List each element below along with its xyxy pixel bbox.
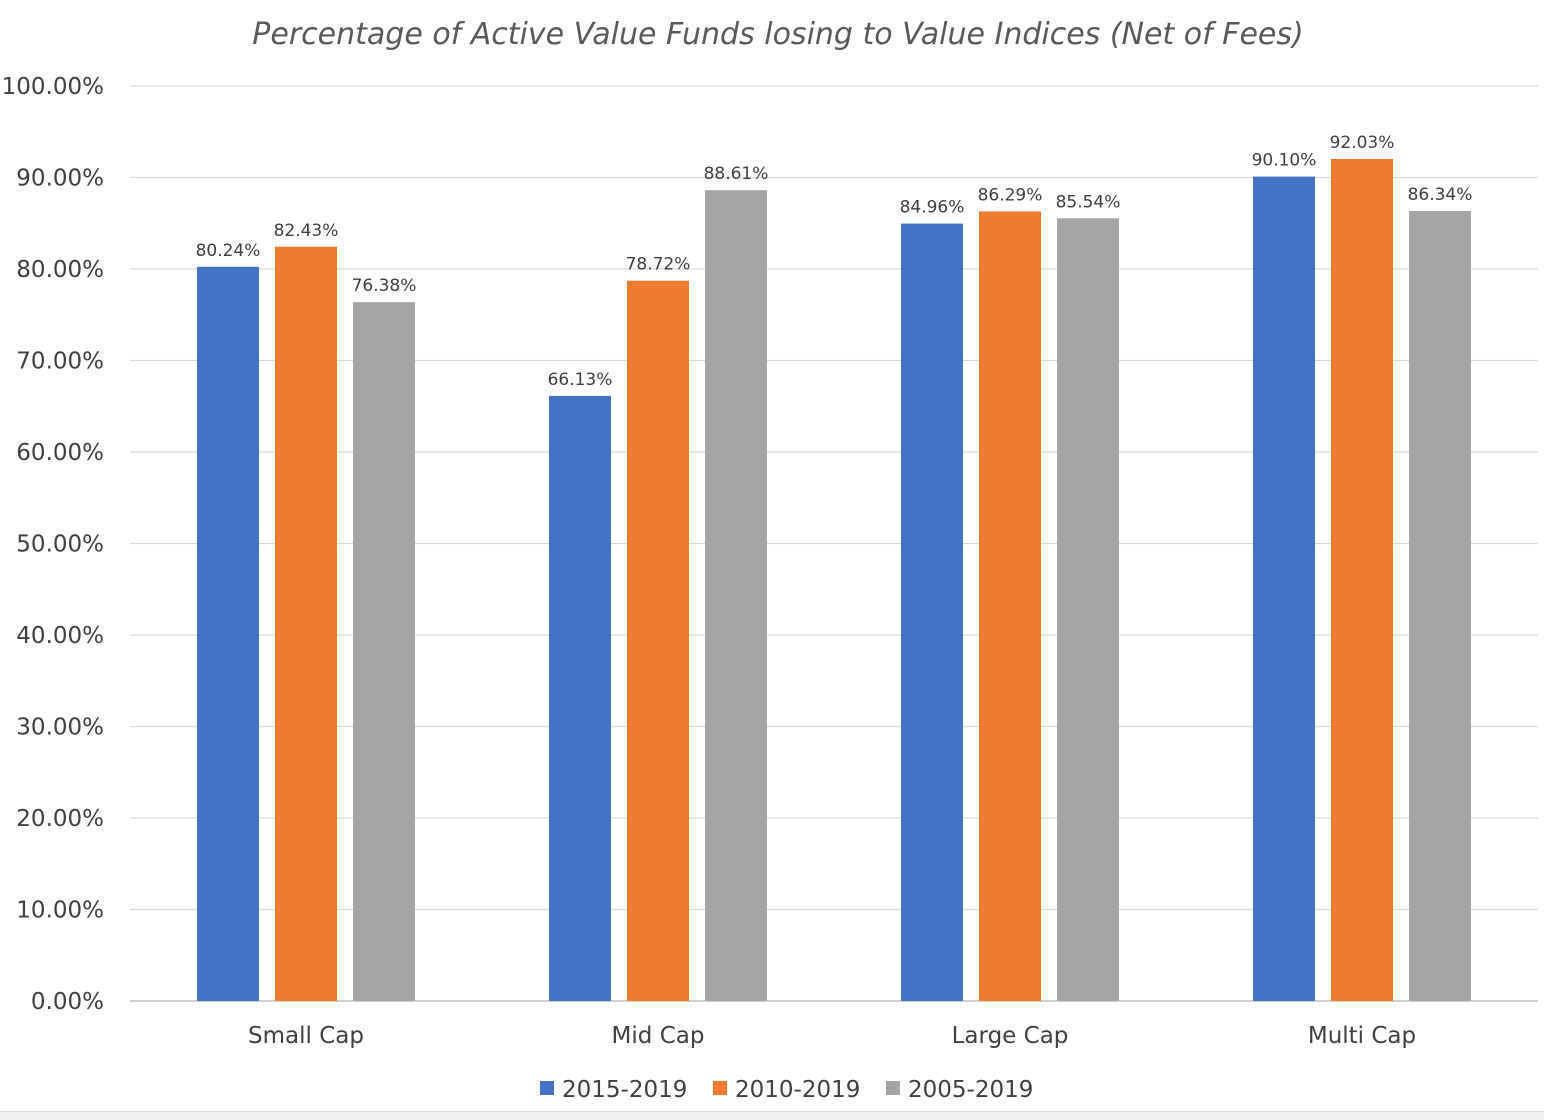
x-tick-label: Mid Cap bbox=[612, 1023, 705, 1049]
bar-small-cap-2015-2019 bbox=[197, 266, 259, 1002]
data-labels: 80.24% 82.43% 76.38% 66.13% 78.72% 88.61% 84.9… bbox=[196, 133, 1473, 390]
y-tick-label: 50.00% bbox=[16, 532, 104, 558]
y-axis-ticks: 0.00% 10.00% 20.00% 30.00% 40.00% 50.00% 60.00… bbox=[2, 74, 104, 1015]
legend-label: 2015-2019 bbox=[562, 1077, 687, 1103]
y-tick-label: 80.00% bbox=[16, 257, 104, 283]
bar-large-cap-2010-2019 bbox=[979, 211, 1041, 1001]
legend-label: 2005-2019 bbox=[908, 1077, 1033, 1103]
data-label: 78.72% bbox=[626, 255, 691, 275]
data-label: 80.24% bbox=[196, 241, 261, 261]
data-label: 82.43% bbox=[274, 221, 339, 241]
x-tick-label: Multi Cap bbox=[1308, 1023, 1416, 1049]
y-tick-label: 0.00% bbox=[31, 989, 104, 1015]
bar-multi-cap-2015-2019 bbox=[1253, 176, 1315, 1001]
bar-large-cap-2005-2019 bbox=[1057, 218, 1119, 1001]
x-axis-ticks: Small Cap Mid Cap Large Cap Multi Cap bbox=[248, 1023, 1416, 1049]
y-tick-label: 30.00% bbox=[16, 715, 104, 741]
x-tick-label: Small Cap bbox=[248, 1023, 364, 1049]
bar-multi-cap-2010-2019 bbox=[1331, 158, 1393, 1001]
y-tick-label: 70.00% bbox=[16, 349, 104, 375]
data-label: 90.10% bbox=[1252, 151, 1317, 171]
y-tick-label: 100.00% bbox=[2, 74, 104, 100]
y-tick-label: 10.00% bbox=[16, 898, 104, 924]
data-label: 86.29% bbox=[978, 185, 1043, 205]
legend: 2015-2019 2010-2019 2005-2019 bbox=[540, 1077, 1033, 1103]
y-tick-label: 40.00% bbox=[16, 623, 104, 649]
x-tick-label: Large Cap bbox=[952, 1023, 1069, 1049]
legend-label: 2010-2019 bbox=[735, 1077, 860, 1103]
bar-mid-cap-2015-2019 bbox=[549, 395, 611, 1001]
data-label: 88.61% bbox=[704, 164, 769, 184]
gridlines bbox=[130, 85, 1538, 1002]
bar-multi-cap-2005-2019 bbox=[1409, 210, 1471, 1001]
data-label: 92.03% bbox=[1330, 133, 1395, 153]
y-tick-label: 60.00% bbox=[16, 440, 104, 466]
data-label: 85.54% bbox=[1056, 192, 1121, 212]
bar-small-cap-2005-2019 bbox=[353, 302, 415, 1001]
bars bbox=[197, 158, 1471, 1002]
data-label: 76.38% bbox=[352, 276, 417, 296]
legend-swatch bbox=[886, 1081, 900, 1095]
bar-mid-cap-2010-2019 bbox=[627, 280, 689, 1001]
chart-title: Percentage of Active Value Funds losing … bbox=[252, 17, 1303, 52]
window-bottom-edge bbox=[0, 1111, 1544, 1120]
bar-mid-cap-2005-2019 bbox=[705, 190, 767, 1001]
y-tick-label: 90.00% bbox=[16, 166, 104, 192]
bar-small-cap-2010-2019 bbox=[275, 246, 337, 1001]
data-label: 84.96% bbox=[900, 198, 965, 218]
legend-swatch bbox=[713, 1081, 727, 1095]
data-label: 86.34% bbox=[1408, 185, 1473, 205]
y-tick-label: 20.00% bbox=[16, 806, 104, 832]
bar-large-cap-2015-2019 bbox=[901, 223, 963, 1002]
legend-swatch bbox=[540, 1081, 554, 1095]
data-label: 66.13% bbox=[548, 370, 613, 390]
